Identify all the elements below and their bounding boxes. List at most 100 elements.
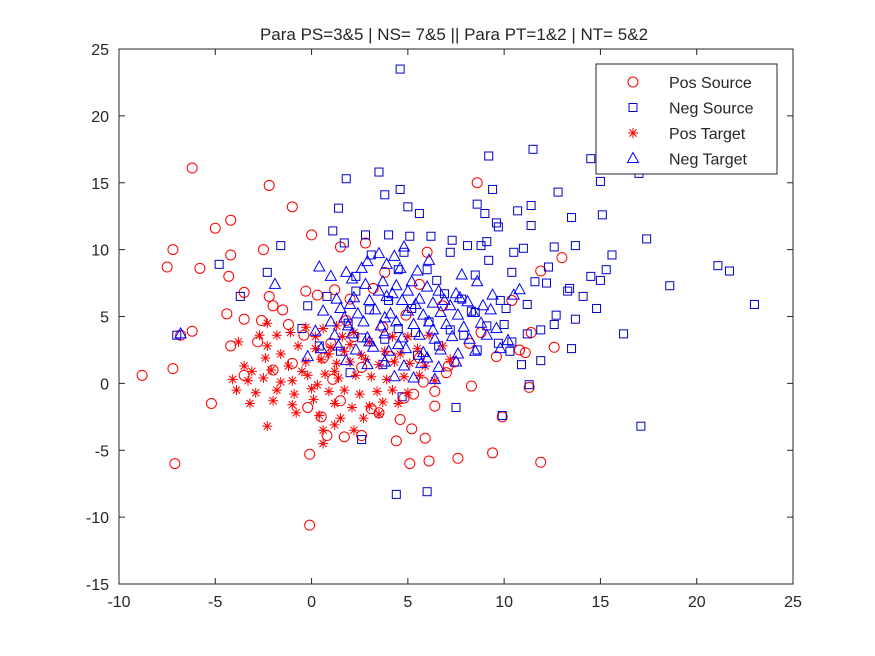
data-point-circle	[136, 369, 148, 381]
y-tick-label: -5	[95, 443, 109, 460]
data-point-circle	[302, 401, 314, 413]
data-point-triangle	[434, 305, 447, 317]
data-point-circle	[286, 357, 298, 369]
data-point-square	[480, 209, 490, 219]
data-point-circle	[338, 431, 350, 443]
data-point-triangle	[422, 253, 436, 265]
y-tick-label: 15	[91, 176, 109, 193]
data-point-triangle	[339, 265, 353, 277]
data-point-star	[310, 331, 321, 342]
data-point-circle	[519, 347, 531, 359]
data-point-triangle	[432, 360, 446, 372]
data-point-square	[526, 200, 536, 210]
data-point-square	[328, 226, 338, 236]
data-point-square	[399, 247, 409, 257]
data-point-star	[233, 336, 244, 347]
data-point-star	[329, 419, 340, 430]
data-point-star	[358, 413, 369, 424]
data-point-star	[329, 366, 340, 377]
data-point-triangle	[393, 261, 407, 273]
data-point-square	[303, 301, 313, 311]
data-point-star	[285, 327, 296, 338]
data-point-triangle	[345, 326, 359, 339]
data-point-square	[395, 64, 405, 74]
data-point-triangle	[413, 328, 426, 340]
data-point-triangle	[445, 329, 459, 342]
x-tick-label: 0	[307, 594, 316, 611]
x-tick-label: 15	[592, 594, 610, 611]
data-point-star	[323, 348, 334, 359]
data-point-star	[250, 387, 261, 398]
data-point-triangle	[330, 292, 343, 304]
data-point-circle	[225, 340, 237, 352]
data-point-star	[296, 366, 307, 377]
data-point-triangle	[407, 370, 420, 383]
data-point-circle	[452, 452, 464, 464]
data-point-star	[429, 375, 440, 386]
data-point-triangle	[343, 297, 357, 309]
legend-marker-circle	[627, 76, 639, 88]
data-point-triangle	[411, 263, 424, 276]
data-point-star	[437, 340, 448, 351]
data-point-square	[597, 210, 607, 220]
data-point-star	[395, 348, 406, 359]
data-point-triangle	[324, 314, 338, 327]
data-point-circle	[523, 381, 535, 393]
data-point-square	[451, 402, 461, 412]
data-point-square	[549, 242, 559, 252]
data-point-circle	[300, 285, 312, 297]
data-point-circle	[186, 325, 198, 337]
data-point-triangle	[451, 308, 465, 320]
data-point-triangle	[480, 328, 494, 340]
data-point-circle	[356, 361, 368, 373]
data-point-circle	[390, 435, 402, 447]
data-point-triangle	[362, 293, 376, 305]
data-point-star	[287, 399, 298, 410]
data-point-triangle	[357, 314, 370, 327]
data-point-triangle	[486, 288, 499, 300]
data-point-square	[567, 213, 577, 223]
data-point-triangle	[397, 358, 411, 371]
data-point-square	[530, 277, 540, 287]
data-point-star	[339, 346, 350, 357]
y-tick-label: 25	[91, 42, 109, 59]
data-point-square	[586, 271, 596, 281]
data-point-square	[497, 410, 507, 420]
data-point-square	[426, 231, 436, 241]
data-point-square	[501, 303, 511, 313]
data-point-star	[262, 318, 273, 329]
data-point-square	[360, 230, 370, 240]
data-point-triangle	[382, 344, 395, 356]
data-point-square	[536, 325, 546, 335]
data-point-circle	[225, 249, 237, 261]
data-point-triangle	[474, 316, 488, 328]
data-point-circle	[175, 329, 187, 341]
data-point-star	[283, 360, 294, 371]
data-point-triangle	[312, 259, 326, 272]
data-point-triangle	[339, 353, 353, 366]
data-point-star	[348, 425, 359, 436]
data-point-circle	[394, 413, 406, 425]
data-point-square	[570, 241, 580, 251]
data-point-square	[403, 202, 413, 212]
data-point-triangle	[468, 344, 482, 356]
data-point-square	[586, 154, 596, 164]
data-point-star	[318, 323, 329, 334]
data-point-triangle	[388, 369, 401, 382]
y-tick-label: 5	[100, 310, 109, 327]
data-point-square	[570, 314, 580, 324]
data-point-star	[289, 389, 300, 400]
y-tick-label: 0	[100, 376, 109, 393]
data-point-circle	[548, 341, 560, 353]
data-point-circle	[344, 293, 356, 305]
data-point-triangle	[453, 290, 467, 303]
data-point-triangle	[449, 354, 463, 367]
data-point-circle	[186, 162, 198, 174]
data-point-square	[493, 338, 503, 348]
y-tick-label: 20	[91, 109, 109, 126]
data-point-square	[380, 334, 390, 344]
data-point-square	[713, 261, 723, 271]
data-point-triangle	[409, 297, 422, 309]
data-point-triangle	[426, 322, 440, 335]
